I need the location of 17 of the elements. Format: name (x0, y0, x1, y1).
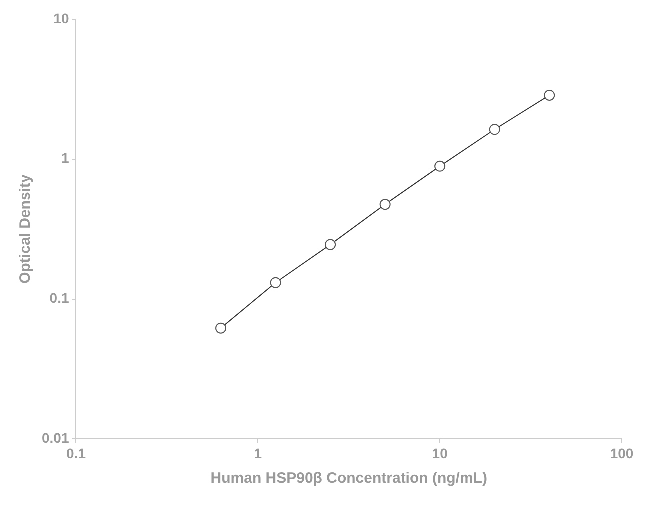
point (434, 160, 446, 172)
x-tick-label: 10 (432, 445, 448, 462)
y-tick-label: 0.1 (50, 290, 70, 306)
y-tick-label: 1 (61, 150, 70, 166)
point (380, 199, 391, 210)
point (544, 90, 556, 101)
point (325, 239, 336, 250)
point (489, 124, 500, 136)
x-axis-title: Human HSP90β Concentration (ng/mL) (210, 470, 488, 488)
point (270, 277, 282, 288)
y-tick-label: 10 (54, 10, 70, 26)
x-tick-label: 0.1 (66, 445, 86, 462)
point (216, 322, 227, 334)
y-axis-title: Optical Density (17, 174, 34, 284)
x-tick-label: 1 (254, 445, 262, 462)
x-tick-label: 100 (610, 445, 634, 462)
y-tick-label: 0.01 (42, 430, 70, 446)
